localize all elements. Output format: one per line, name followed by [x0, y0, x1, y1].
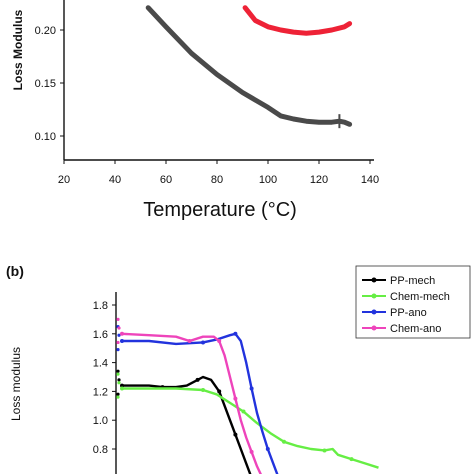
panel-a-y-tick-label: 0.20: [35, 25, 56, 37]
panel-b-y-tick-label: 1.8: [93, 300, 108, 312]
legend-label: Chem-mech: [390, 291, 450, 303]
panel-b-series-point-1: [120, 383, 124, 388]
panel-b-start-point-1: [117, 378, 121, 382]
panel-b-start-point-4: [117, 326, 121, 330]
panel-a-y-tick-label: 0.15: [35, 78, 56, 90]
panel-a-x-tick-label: 120: [310, 174, 328, 186]
panel-b-start-point-3: [116, 348, 120, 352]
panel-b-y-tick-label: 1.6: [93, 329, 108, 341]
panel-a-x-tick-label: 140: [361, 174, 379, 186]
panel-a-ylabel: Loss Modulus: [11, 9, 25, 90]
panel-b-series-point-4: [120, 331, 124, 336]
panel-b-series-point-2: [322, 448, 327, 453]
legend-swatch-marker: [371, 277, 377, 283]
panel-b-series-point-2: [349, 457, 354, 462]
panel-b-start-point-1: [116, 392, 120, 396]
panel-a-x-tick-label: 40: [109, 174, 121, 186]
panel-b-series-point-3: [201, 340, 205, 345]
panel-a-x-tick-label: 100: [259, 174, 277, 186]
panel-a-xlabel: Temperature (°C): [143, 199, 297, 221]
panel-b-start-point-4: [116, 317, 120, 321]
panel-b-series-point-2: [241, 409, 246, 414]
legend-swatch-marker: [371, 325, 377, 331]
legend-label: PP-mech: [390, 275, 435, 287]
legend: PP-mech Chem-mech PP-ano Chem-ano: [355, 265, 471, 339]
panel-b-series-point-4: [233, 396, 238, 401]
panel-b-label: (b): [6, 263, 24, 279]
legend-swatch-marker: [371, 293, 377, 299]
panel-b-series-point-3: [249, 386, 254, 391]
panel-b-y-tick-label: 0.8: [93, 444, 108, 456]
panel-a: Loss Modulus Temperature (°C) 20 40 60 80 10…: [11, 0, 379, 221]
panel-b-y-tick-label: 1.4: [93, 358, 108, 370]
panel-b-series-line-3: [122, 332, 279, 474]
legend-swatch-marker: [371, 309, 377, 315]
panel-b-series-point-2: [201, 387, 205, 392]
panel-b-series-point-1: [195, 377, 200, 382]
panel-b-series-point-2: [120, 386, 124, 391]
panel-b-series-point-4: [217, 339, 222, 343]
panel-b-series-point-1: [233, 432, 238, 437]
panel-b-start-point-4: [116, 340, 120, 345]
panel-a-series-line-1: [145, 5, 353, 127]
panel-b-start-point-1: [116, 369, 120, 373]
legend-label: PP-ano: [390, 307, 427, 319]
panel-b-series-point-3: [120, 339, 124, 343]
panel-b-ylabel: Loss modulus: [9, 347, 23, 421]
panel-b-series-line-4: [121, 332, 262, 474]
panel-b-start-point-2: [117, 381, 121, 385]
panel-a-x-tick-label: 80: [211, 174, 223, 186]
panel-b-series-point-1: [217, 389, 222, 394]
panel-a-series-line-2: [242, 5, 353, 36]
panel-b-series-point-3: [265, 447, 270, 451]
legend-label: Chem-ano: [390, 323, 441, 335]
panel-b-start-point-3: [117, 333, 121, 337]
panel-b-y-tick-label: 1.0: [93, 415, 108, 427]
panel-b-series-point-4: [249, 449, 254, 454]
panel-b-series-point-2: [282, 439, 286, 444]
panel-b-series-line-2: [122, 387, 379, 469]
panel-b-y-tick-label: 1.2: [93, 386, 108, 398]
panel-b-series-point-4: [187, 339, 192, 343]
panel-a-x-tick-label: 20: [58, 174, 70, 186]
panel-b-start-point-2: [116, 372, 120, 376]
panel-b-start-point-2: [116, 395, 120, 399]
panel-a-y-tick-label: 0.10: [35, 131, 56, 143]
panel-b-series-point-3: [233, 331, 238, 336]
panel-b: (b) Loss modulus PP-mech Chem-mech PP-ano C…: [6, 263, 471, 474]
panel-b-series-line-1: [122, 375, 252, 474]
panel-a-x-tick-label: 60: [160, 174, 172, 186]
